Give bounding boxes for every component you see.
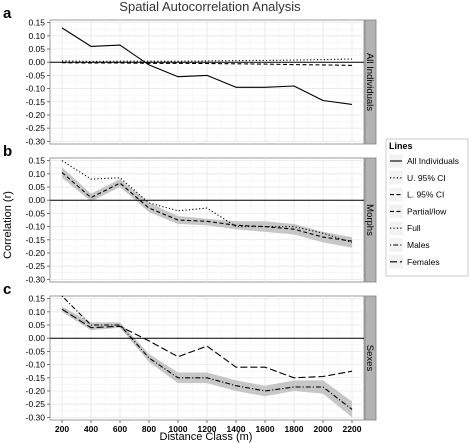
y-tick-label: 0.15: [28, 18, 45, 28]
y-tick-label: -0.05: [26, 346, 46, 356]
series-line-males: [61, 295, 353, 410]
panel-c: 0.15 0.10 0.05 0.00 -0.05 -0.10 -0.15 -0.20 -0.2…: [3, 281, 377, 422]
facet-strip-label: Sexes: [364, 345, 375, 372]
legend-label: Full: [407, 223, 421, 233]
legend-key: [388, 220, 404, 236]
confidence-ribbon: [62, 306, 352, 418]
y-tick-label: 0.05: [28, 44, 45, 54]
y-tick-label: -0.10: [26, 84, 46, 94]
series-line-partial-low: [61, 172, 353, 242]
x-axis-label: Distance Class (m): [160, 431, 253, 443]
y-tick-label: -0.25: [26, 123, 46, 133]
legend: Lines All Individuals U. 95% CI L. 95% CI Pa…: [385, 138, 469, 277]
panel-letter: b: [3, 143, 12, 160]
y-tick-label: -0.15: [26, 235, 46, 245]
series-line-all-individuals: [61, 27, 353, 105]
y-tick-label: -0.10: [26, 360, 46, 370]
facet-strip-label: Morphs: [364, 204, 375, 236]
legend-label: Females: [407, 257, 440, 267]
y-tick-label: 0.10: [28, 31, 45, 41]
series-line-females: [61, 308, 353, 379]
facet-panels: 0.15 0.10 0.05 0.00 -0.05 -0.10 -0.15 -0.20 -0.2…: [3, 5, 377, 422]
y-tick-label: -0.30: [26, 412, 46, 422]
panel-b: 0.15 0.10 0.05 0.00 -0.05 -0.10 -0.15 -0.20 -0.2…: [3, 143, 377, 284]
y-tick-label: -0.30: [26, 274, 46, 284]
series-line-u-95-ci: [61, 58, 353, 62]
x-tick-label: 400: [84, 424, 98, 434]
legend-label: Partial/low: [407, 206, 447, 216]
legend-key: [388, 187, 404, 202]
panel-letter: a: [3, 5, 12, 22]
x-tick-label: 1800: [285, 424, 304, 434]
facet-strip: [364, 157, 377, 283]
legend-title: Lines: [389, 141, 413, 151]
y-tick-label: 0.15: [28, 156, 45, 166]
y-tick-label: 0.15: [28, 294, 45, 304]
y-tick-label: -0.15: [26, 373, 46, 383]
legend-label: All Individuals: [407, 156, 459, 166]
legend-label: Males: [407, 240, 430, 250]
series-line-l-95-ci: [61, 62, 353, 66]
legend-key: [388, 170, 404, 186]
x-tick-label: 2200: [343, 424, 362, 434]
y-tick-label: 0.10: [28, 307, 45, 317]
y-axis-label: Correlation (r): [2, 191, 14, 259]
x-axis: 200 400 600 800 1000 1200 1400 1600 1800 2000 2200: [55, 420, 362, 434]
y-tick-label: 0.00: [28, 195, 45, 205]
x-tick-label: 1400: [227, 424, 246, 434]
y-tick-label: -0.05: [26, 208, 46, 218]
panel-a: 0.15 0.10 0.05 0.00 -0.05 -0.10 -0.15 -0.20 -0.2…: [3, 5, 377, 146]
y-tick-label: 0.00: [28, 57, 45, 67]
y-tick-label: -0.05: [26, 70, 46, 80]
y-tick-label: 0.05: [28, 320, 45, 330]
x-tick-label: 2000: [314, 424, 333, 434]
facet-strip: [364, 19, 377, 145]
y-tick-label: -0.10: [26, 222, 46, 232]
x-tick-label: 1000: [169, 424, 188, 434]
y-tick-label: -0.20: [26, 386, 46, 396]
series-line-full: [61, 160, 353, 243]
y-tick-label: 0.05: [28, 182, 45, 192]
y-tick-label: -0.30: [26, 136, 46, 146]
y-tick-label: 0.00: [28, 333, 45, 343]
x-tick-label: 800: [142, 424, 156, 434]
y-tick-label: -0.20: [26, 110, 46, 120]
y-tick-label: -0.15: [26, 97, 46, 107]
legend-label: L. 95% CI: [407, 190, 444, 200]
x-tick-label: 200: [55, 424, 69, 434]
x-tick-label: 1200: [198, 424, 217, 434]
y-tick-label: -0.25: [26, 261, 46, 271]
facet-strip-label: All Individuals: [364, 53, 375, 111]
y-tick-label: -0.25: [26, 399, 46, 409]
y-tick-label: -0.20: [26, 248, 46, 258]
facet-strip: [364, 295, 377, 421]
y-tick-label: 0.10: [28, 169, 45, 179]
legend-label: U. 95% CI: [407, 173, 446, 183]
legend-key: [388, 204, 404, 219]
x-tick-label: 1600: [256, 424, 275, 434]
panel-letter: c: [3, 281, 11, 298]
x-tick-label: 600: [113, 424, 127, 434]
chart-title: Spatial Autocorrelation Analysis: [119, 0, 301, 14]
